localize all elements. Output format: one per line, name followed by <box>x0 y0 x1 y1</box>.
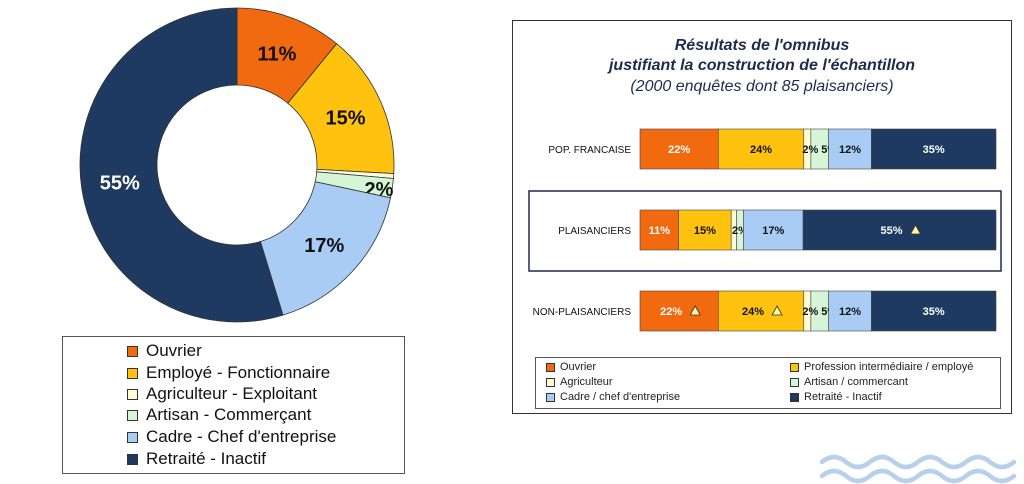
donut-legend-item: Agriculteur - Exploitant <box>127 384 317 404</box>
highlight-box <box>528 190 1002 272</box>
legend-swatch <box>127 431 138 443</box>
legend-swatch <box>790 377 799 387</box>
legend-label: Retraité - Inactif <box>804 391 882 403</box>
bar-segment <box>802 209 997 251</box>
bar-value-label: 15% <box>694 225 716 237</box>
bar-legend-item: Cadre / chef d'entreprise <box>546 391 680 403</box>
legend-swatch <box>127 453 138 465</box>
bar-value-label: 22% <box>660 306 682 318</box>
wave-line <box>819 468 1017 484</box>
bar-value-label: 55% <box>881 225 903 237</box>
legend-label: Agriculteur <box>560 376 613 388</box>
legend-swatch <box>790 362 799 372</box>
bar-value-label: 12% <box>839 144 861 156</box>
bar-segment <box>678 209 732 251</box>
bar-segment <box>871 128 997 170</box>
legend-swatch <box>790 392 799 402</box>
bar-value-label: 24% <box>750 144 772 156</box>
legend-swatch <box>127 345 138 357</box>
donut-slice-label: 17% <box>304 235 344 257</box>
donut-slice-label: 55% <box>100 173 140 195</box>
wave-logo <box>819 454 1017 484</box>
legend-label: Profession intermédiaire / employé <box>804 361 974 373</box>
legend-label: Agriculteur - Exploitant <box>146 384 318 403</box>
bar-value-label: 35% <box>923 144 945 156</box>
bar-chart-subtitle: (2000 enquêtes dont 85 plaisanciers) <box>630 78 894 95</box>
donut-slice-label: 15% <box>325 107 365 129</box>
bar-value-label: 17% <box>762 225 784 237</box>
donut-legend-item: Artisan - Commerçant <box>127 405 311 425</box>
category-label: PLAISANCIERS <box>558 226 631 237</box>
donut-slice <box>79 7 284 323</box>
legend-swatch <box>127 388 138 400</box>
donut-legend-item: Retraité - Inactif <box>127 449 266 469</box>
donut-chart: 11%15%2%17%55% <box>79 7 395 323</box>
wave-line <box>819 454 1017 470</box>
bar-segment <box>639 128 719 170</box>
legend-swatch <box>546 362 555 372</box>
bar-segment <box>828 128 872 170</box>
bar-value-label: 11% <box>649 225 671 237</box>
bar-chart-title-line1: Résultats de l'omnibus <box>674 37 850 54</box>
significance-marker <box>771 305 783 316</box>
legend-label: Retraité - Inactif <box>146 449 266 468</box>
bar-legend: Ouvrier Profession intermédiaire / emplo… <box>535 357 1001 409</box>
bar-legend-item: Agriculteur <box>546 376 613 388</box>
bar-segment <box>828 290 872 332</box>
significance-marker <box>909 224 922 235</box>
donut-legend: Ouvrier Employé - Fonctionnaire Agricult… <box>62 336 405 474</box>
significance-marker <box>689 305 701 316</box>
bar-value-label: 35% <box>923 306 945 318</box>
bar-segment <box>743 209 804 251</box>
donut-slice-label: 11% <box>257 43 296 65</box>
legend-label: Cadre / chef d'entreprise <box>560 391 681 403</box>
bar-legend-item: Ouvrier <box>546 361 596 373</box>
donut-legend-item: Employé - Fonctionnaire <box>127 363 330 383</box>
legend-swatch <box>127 367 138 379</box>
legend-swatch <box>127 409 138 421</box>
donut-legend-item: Ouvrier <box>127 341 202 361</box>
legend-swatch <box>546 377 555 387</box>
bar-legend-item: Profession intermédiaire / employé <box>790 361 973 373</box>
category-label: NON-PLAISANCIERS <box>533 307 632 318</box>
bar-value-label: 24% <box>742 306 764 318</box>
legend-swatch <box>546 392 555 402</box>
legend-label: Artisan / commercant <box>804 376 908 388</box>
bar-value-label: 12% <box>839 306 861 318</box>
legend-label: Artisan - Commerçant <box>146 405 312 424</box>
legend-label: Ouvrier <box>146 341 202 360</box>
bar-segment <box>718 290 805 332</box>
bar-chart-panel: Résultats de l'omnibus justifiant la con… <box>512 20 1012 414</box>
legend-label: Ouvrier <box>560 361 597 373</box>
legend-label: Cadre - Chef d'entreprise <box>146 427 337 446</box>
bar-segment <box>718 128 805 170</box>
legend-label: Employé - Fonctionnaire <box>146 363 331 382</box>
bar-value-label: 22% <box>668 144 690 156</box>
bar-legend-item: Artisan / commercant <box>790 376 908 388</box>
bar-segment <box>639 290 719 332</box>
bar-segment <box>871 290 997 332</box>
stacked-bar-chart: POP. FRANCAISE 22% 24% 2% 5% 12% 35%PLAISANCI… <box>528 128 1002 332</box>
bar-segment <box>639 209 679 251</box>
bar-chart-title-line2: justifiant la construction de l'échantil… <box>608 57 916 74</box>
category-label: POP. FRANCAISE <box>548 145 631 156</box>
donut-legend-item: Cadre - Chef d'entreprise <box>127 427 336 447</box>
bar-legend-item: Retraité - Inactif <box>790 391 882 403</box>
